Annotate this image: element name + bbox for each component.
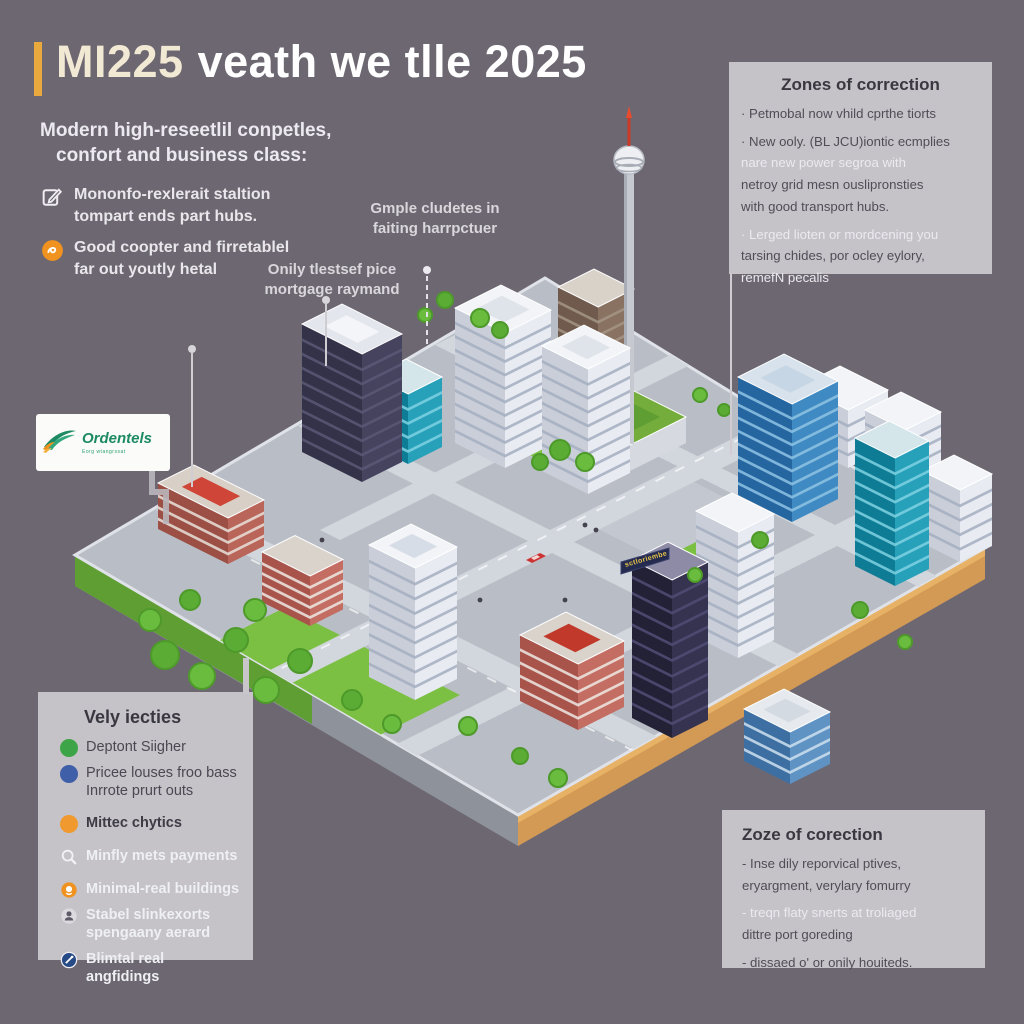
orange-circle-icon <box>60 881 78 899</box>
compass-circle-icon <box>60 951 78 969</box>
zones-bottom-line: dittre port goreding <box>742 927 853 943</box>
title-part1: MI225 <box>56 36 184 87</box>
zones-bottom-title: Zoze of corection <box>742 825 883 844</box>
map-callout-label-infrastructure: Gmple cludetes in faiting harrpctuer <box>370 200 500 237</box>
logo-card: Ordentels Eorg wtangrssat <box>36 414 170 471</box>
intro-bullet1-line1: Mononfo-rexlerait staltion <box>74 186 271 204</box>
page-header: MI225 veath we tlle 2025 <box>34 36 587 96</box>
legend-title: Vely iecties <box>84 707 182 727</box>
zones-top-line: · Petmobal now vhild cprthe tiorts <box>741 106 936 121</box>
legend-item-label: Minimal-real buildings <box>86 881 240 898</box>
zones-top-line: · New ooly. (BL JCU)iontic ecmplies <box>741 133 950 149</box>
legend-item-label: Deptont Siigher <box>86 739 186 755</box>
legend-item: Stabel slinkexorts spengaany aerard <box>50 906 241 942</box>
callout-dot-cludetes <box>423 266 431 274</box>
legend-item: Blimtal real angfidings <box>50 950 241 986</box>
callout-lines <box>149 266 732 694</box>
map-callout-label-mortgage: Onily tlestsef pice mortgage raymand <box>264 261 400 298</box>
title-part2: veath we tlle 2025 <box>197 36 587 87</box>
intro-heading-line1: Modern high-reseetlil conpetles, <box>40 120 332 141</box>
legend-item-label: Minfly mets payments <box>86 848 238 865</box>
city-trees <box>138 291 913 788</box>
legend-item: Deptont Siigher <box>50 738 241 757</box>
zones-top-title: Zones of correction <box>781 75 940 94</box>
legend-item: Minimal-real buildings <box>50 880 241 899</box>
zones-bottom-line: - Inse dily reporvical ptives, <box>742 856 902 871</box>
legend-item-label: Mittec chytics <box>86 815 182 832</box>
orange-dot-icon <box>60 815 78 834</box>
legend-item-label: Blimtal real angfidings <box>86 950 165 985</box>
zones-top-line: nare new power segroa with <box>741 155 906 171</box>
blue-dot-icon <box>60 765 78 783</box>
zones-bottom-line: - dissaed o' or onily houiteds. <box>742 954 913 970</box>
legend-connector <box>243 658 249 694</box>
logo-tagline: Eorg wtangrssat <box>82 449 126 455</box>
intro-heading-line2: confort and business class: <box>56 145 308 167</box>
edit-document-icon <box>40 185 65 210</box>
coin-hand-icon <box>40 238 65 263</box>
legend-panel: Vely iecties Deptont Siigher Pricee lous… <box>38 692 253 985</box>
magnifier-icon <box>60 848 78 866</box>
zones-top-line: netroy grid mesn ouslipronsties <box>741 177 924 193</box>
intro-bullet1-line2: tompart ends part hubs. <box>74 207 258 225</box>
city-buildings <box>156 106 994 784</box>
zones-bottom-line: - treqn flaty snerts at troliaged <box>742 905 917 921</box>
zone-of-correction-panel-bottom: Zoze of corection - Inse dily reporvical… <box>722 810 985 970</box>
legend-item: Mittec chytics <box>50 814 241 834</box>
zones-top-line: tarsing chides, por ocley eylory, <box>741 248 925 264</box>
zones-of-correction-panel: Zones of correction · Petmobal now vhild… <box>729 62 992 285</box>
intro-bullet2-line2: far out youtly hetal <box>74 260 218 278</box>
intro-bullet: Mononfo-rexlerait staltion tompart ends … <box>40 184 370 227</box>
logo-swoosh-icon <box>42 425 78 460</box>
callout-dot-mortgage <box>322 296 330 304</box>
title-accent-bar <box>34 42 42 96</box>
zones-bottom-line: eryargment, verylary fomurry <box>742 877 911 893</box>
legend-item: Pricee louses froo bass Inrrote prurt ou… <box>50 764 241 800</box>
green-dot-icon <box>60 739 78 757</box>
logo-name: Ordentels <box>82 430 153 447</box>
callout-dot-left <box>188 345 196 353</box>
zones-top-line: remefN pecalis <box>741 270 829 286</box>
intro-block: Modern high-reseetlil conpetles, confort… <box>40 118 370 291</box>
zones-top-line: with good transport hubs. <box>741 198 890 214</box>
zones-top-line: · Lerged lioten or mordcening you <box>741 226 939 242</box>
logo-connector <box>149 457 169 524</box>
intro-bullet2-line1: Good coopter and firretablel <box>74 239 290 257</box>
person-circle-icon <box>60 907 78 925</box>
page-title: MI225 veath we tlle 2025 <box>56 36 587 88</box>
legend-item: Minfly mets payments <box>50 847 241 866</box>
intro-bullet: Good coopter and firretablel far out you… <box>40 237 370 280</box>
